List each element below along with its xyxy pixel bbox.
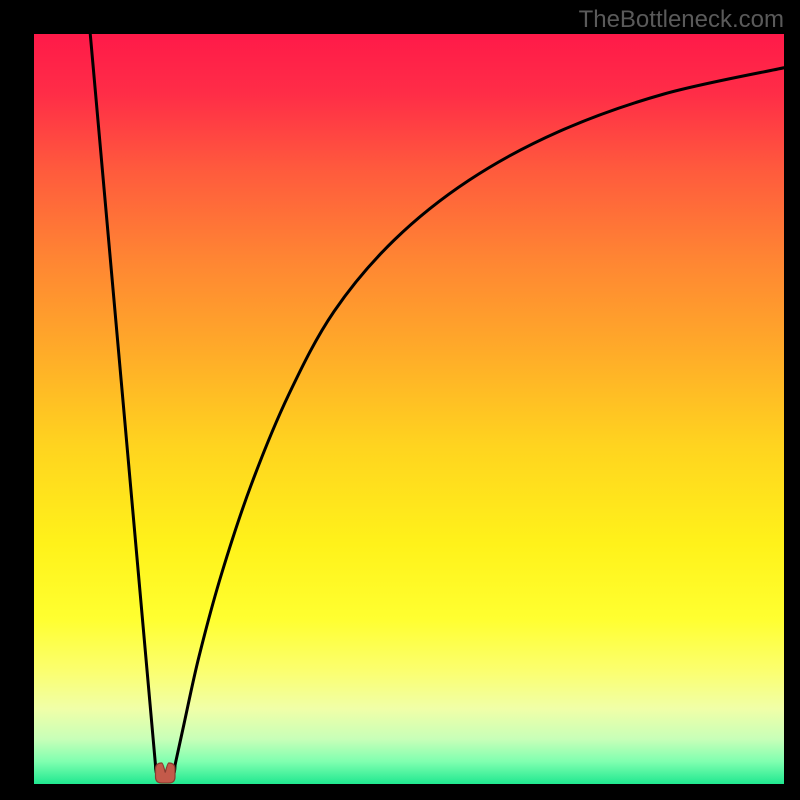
bottleneck-chart bbox=[0, 0, 800, 800]
watermark-label: TheBottleneck.com bbox=[579, 6, 784, 34]
chart-container: TheBottleneck.com bbox=[0, 0, 800, 800]
